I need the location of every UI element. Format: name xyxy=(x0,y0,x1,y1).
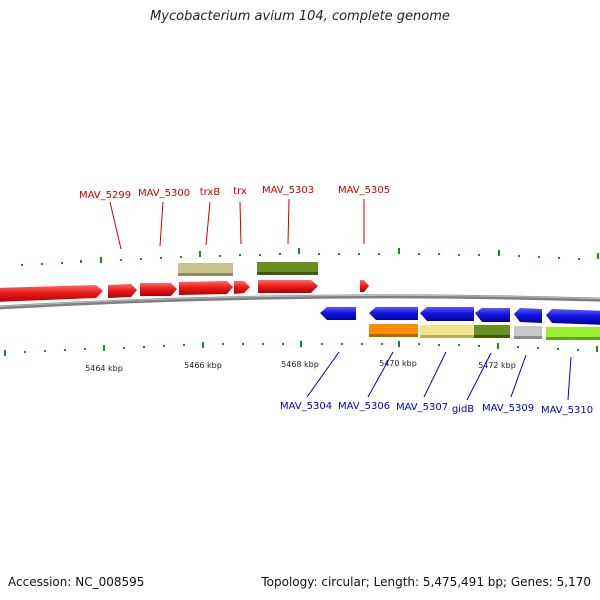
map-title: Mycobacterium avium 104, complete genome xyxy=(150,9,450,24)
gene-arrow-reverse xyxy=(369,307,418,320)
gene-arrow-forward xyxy=(0,285,103,302)
cog-bar-mav5303 xyxy=(257,262,318,275)
gene-label-mav-5300: MAV_5300 xyxy=(138,188,190,199)
accession-text: Accession: NC_008595 xyxy=(8,575,145,589)
gene-label-mav-5299: MAV_5299 xyxy=(79,190,131,201)
reverse-genes xyxy=(320,307,600,325)
gene-label-mav-5303: MAV_5303 xyxy=(262,185,314,196)
forward-genes xyxy=(0,280,369,302)
gene-arrow-forward xyxy=(360,280,369,292)
ruler-label: 5470 kbp xyxy=(379,359,417,368)
topology-text: Topology: circular; Length: 5,475,491 bp… xyxy=(261,575,591,589)
cog-bars-reverse xyxy=(369,324,600,340)
gene-arrow-forward xyxy=(234,281,250,294)
gene-arrow-reverse xyxy=(546,309,600,325)
gene-arrow-forward xyxy=(179,281,233,295)
gene-arrow-forward xyxy=(108,284,137,298)
cog-bar-trxb xyxy=(178,263,233,276)
gene-arrow-reverse xyxy=(475,308,510,322)
gene-label-gidb: gidB xyxy=(452,404,474,415)
ruler-label: 5468 kbp xyxy=(281,360,319,369)
forward-gene-labels: MAV_5299 MAV_5300 trxB trx MAV_5303 MAV_… xyxy=(79,185,390,201)
genome-backbone xyxy=(0,294,600,310)
gene-arrow-reverse xyxy=(320,307,356,320)
ruler-label: 5466 kbp xyxy=(184,361,222,370)
reverse-gene-labels: MAV_5304 MAV_5306 MAV_5307 gidB MAV_5309… xyxy=(280,401,593,416)
gene-label-mav-5305: MAV_5305 xyxy=(338,185,390,196)
gene-arrow-reverse xyxy=(514,308,542,323)
forward-leaders xyxy=(109,198,365,250)
reverse-leaders xyxy=(306,351,572,401)
ruler-labels: 5464 kbp 5466 kbp 5468 kbp 5470 kbp 5472… xyxy=(85,359,516,373)
gene-arrow-forward xyxy=(258,280,318,293)
gene-label-mav-5306: MAV_5306 xyxy=(338,401,390,412)
gene-label-trxb: trxB xyxy=(200,187,221,198)
ruler-lower xyxy=(4,341,598,356)
gene-label-mav-5304: MAV_5304 xyxy=(280,401,332,412)
gene-label-mav-5307: MAV_5307 xyxy=(396,402,448,413)
ruler-upper xyxy=(21,248,599,266)
gene-label-mav-5310: MAV_5310 xyxy=(541,405,593,416)
gene-label-trx: trx xyxy=(233,186,247,197)
gene-arrow-forward xyxy=(140,283,177,296)
gene-arrow-reverse xyxy=(420,307,474,321)
gene-label-mav-5309: MAV_5309 xyxy=(482,403,534,414)
ruler-label: 5472 kbp xyxy=(478,361,516,370)
ruler-label: 5464 kbp xyxy=(85,364,123,373)
